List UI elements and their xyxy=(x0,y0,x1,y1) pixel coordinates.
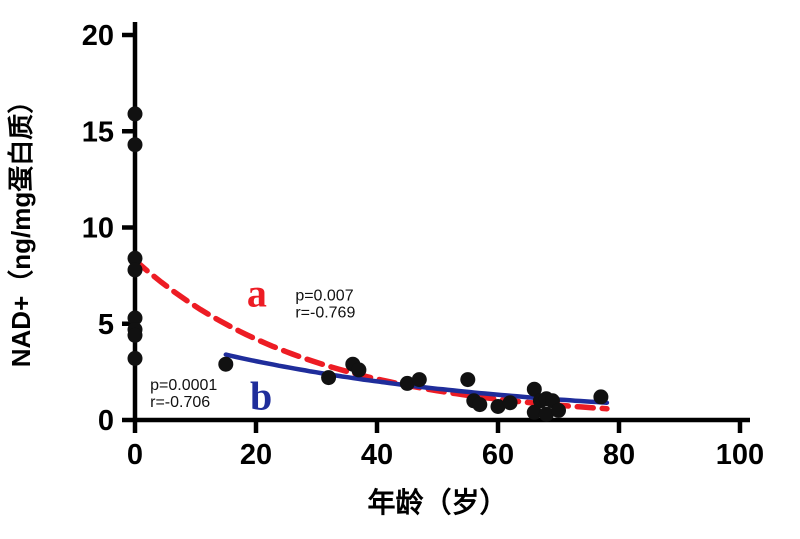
data-point xyxy=(472,397,488,413)
x-tick-label: 60 xyxy=(482,439,514,471)
data-point xyxy=(526,404,542,420)
x-tick-label: 40 xyxy=(361,439,393,471)
data-point xyxy=(460,372,476,388)
data-point xyxy=(502,395,518,411)
data-point xyxy=(321,370,337,386)
y-axis-title: NAD+（ng/mg蛋白质） xyxy=(6,88,36,368)
data-point xyxy=(127,310,143,326)
curve-b-stats: p=0.0001 r=-0.706 xyxy=(150,377,217,411)
curve-a-label: a xyxy=(247,270,267,315)
data-point xyxy=(127,137,143,153)
y-tick-label: 5 xyxy=(98,309,114,341)
data-point xyxy=(551,402,566,418)
x-tick-label: 100 xyxy=(716,439,764,471)
data-point xyxy=(218,356,234,372)
data-point xyxy=(526,381,542,397)
y-tick-label: 15 xyxy=(82,116,114,148)
curve-a-stats: p=0.007 r=-0.769 xyxy=(295,288,355,322)
data-point xyxy=(538,406,554,422)
data-point xyxy=(411,372,427,388)
y-tick-label: 10 xyxy=(82,213,114,245)
data-point xyxy=(351,362,367,378)
data-point xyxy=(127,350,143,366)
data-point xyxy=(127,250,143,266)
data-point xyxy=(399,375,415,391)
x-tick-label: 20 xyxy=(240,439,272,471)
data-point xyxy=(593,389,609,405)
data-point xyxy=(127,106,143,122)
x-tick-label: 0 xyxy=(127,439,143,471)
y-tick-label: 20 xyxy=(82,20,114,52)
x-axis-title: 年龄（岁） xyxy=(367,486,507,518)
data-point xyxy=(490,399,506,414)
regression-curve-a xyxy=(132,257,610,412)
data-point xyxy=(127,262,143,278)
curve-b-label: b xyxy=(250,373,272,418)
data-point xyxy=(127,327,143,343)
y-tick-label: 0 xyxy=(98,405,114,437)
x-tick-label: 80 xyxy=(603,439,635,471)
